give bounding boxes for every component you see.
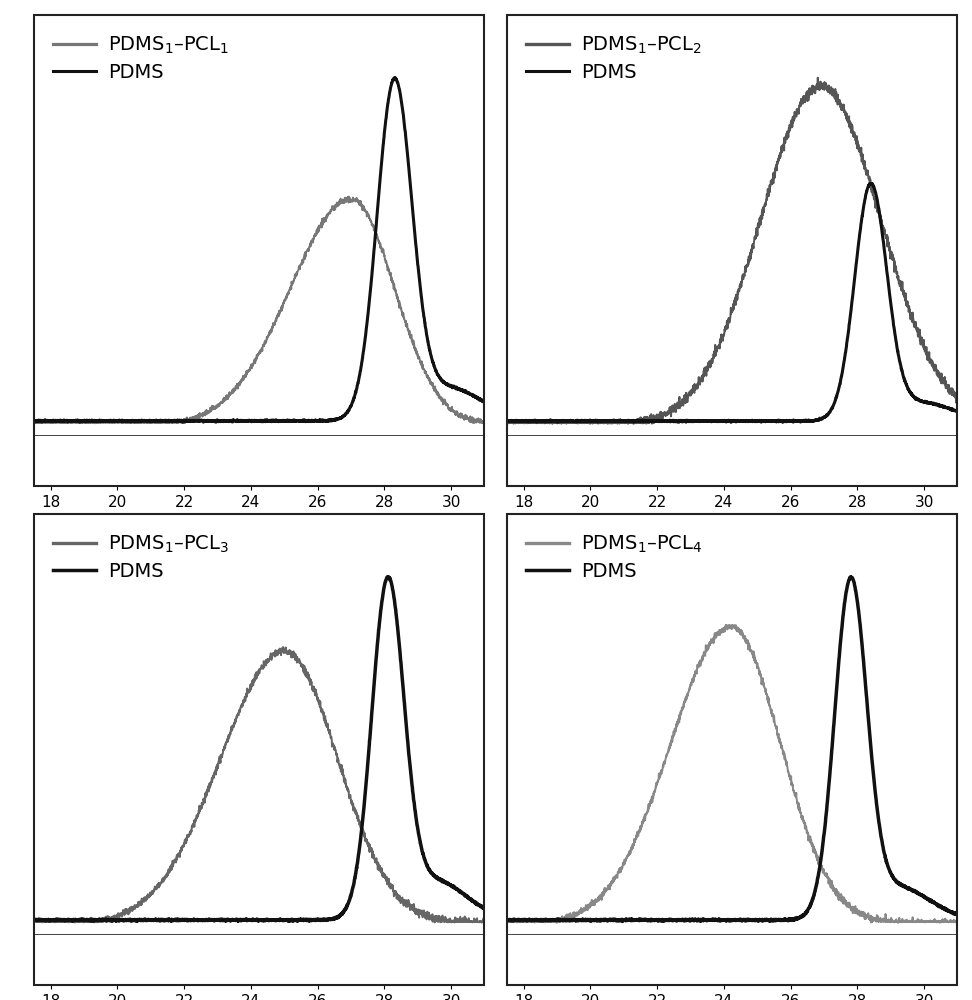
X-axis label: Elution time (min): Elution time (min)	[641, 513, 824, 531]
Legend: PDMS$_1$–PCL$_2$, PDMS: PDMS$_1$–PCL$_2$, PDMS	[517, 25, 712, 91]
X-axis label: Elution time (min): Elution time (min)	[167, 513, 351, 531]
Legend: PDMS$_1$–PCL$_4$, PDMS: PDMS$_1$–PCL$_4$, PDMS	[517, 524, 712, 590]
Legend: PDMS$_1$–PCL$_1$, PDMS: PDMS$_1$–PCL$_1$, PDMS	[44, 25, 238, 91]
Legend: PDMS$_1$–PCL$_3$, PDMS: PDMS$_1$–PCL$_3$, PDMS	[44, 524, 239, 590]
